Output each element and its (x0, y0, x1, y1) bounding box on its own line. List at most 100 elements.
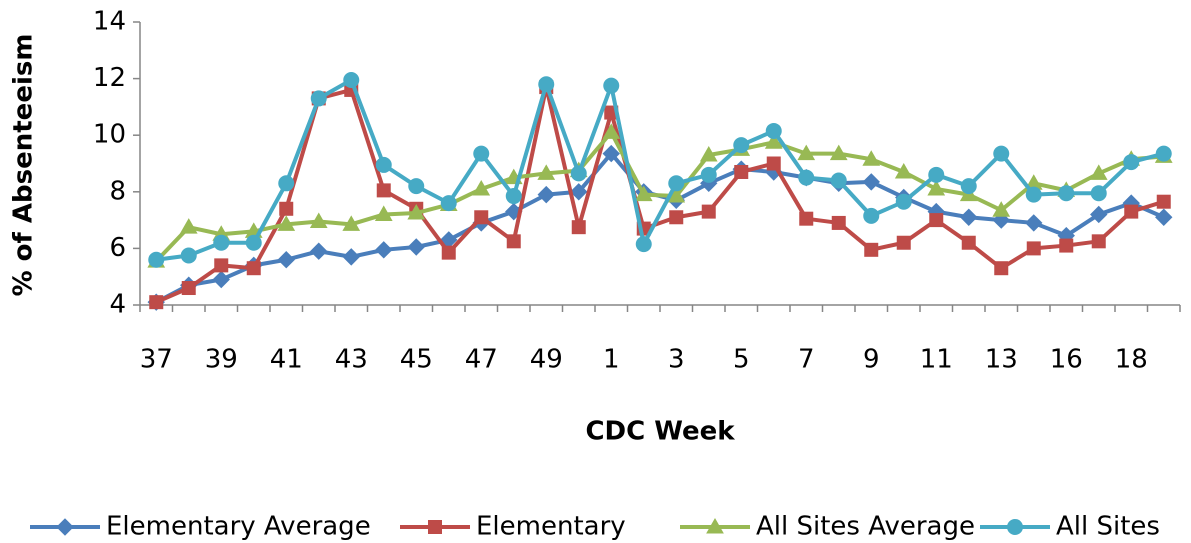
data-point (342, 215, 361, 231)
data-point (896, 235, 911, 250)
data-point (960, 208, 978, 226)
data-point (699, 146, 718, 162)
data-point (310, 242, 328, 260)
data-point (214, 258, 229, 273)
data-point (1156, 194, 1171, 209)
data-point (961, 235, 976, 250)
data-point (667, 187, 686, 203)
data-point (180, 247, 197, 264)
data-point (1091, 234, 1106, 249)
x-tick-label: 3 (668, 345, 685, 375)
legend-label: All Sites Average (756, 512, 975, 542)
series-line (155, 78, 1165, 262)
legend-entry: All Sites Average (680, 512, 975, 542)
data-point (602, 123, 621, 139)
marker (56, 518, 74, 536)
data-point (994, 261, 1009, 276)
legend-label: Elementary (476, 512, 626, 542)
data-point (149, 295, 164, 310)
data-point (506, 234, 521, 249)
data-point (799, 211, 814, 226)
data-point (472, 179, 491, 196)
x-tick-label: 47 (465, 345, 498, 375)
series (148, 72, 1172, 268)
data-point (668, 175, 685, 192)
data-point (538, 76, 555, 93)
marker (428, 520, 442, 534)
data-point (700, 166, 717, 183)
x-tick-label: 1 (603, 345, 620, 375)
data-point (863, 207, 880, 224)
data-point (764, 133, 783, 149)
x-tick-label: 49 (530, 345, 563, 375)
y-tick-label: 10 (93, 120, 126, 150)
data-point (278, 175, 295, 192)
data-point (862, 150, 881, 166)
data-point (831, 215, 846, 230)
y-tick-label: 4 (109, 290, 126, 320)
series (147, 144, 1173, 311)
data-point (375, 241, 393, 259)
data-point (181, 281, 196, 296)
data-point (602, 144, 620, 163)
data-point (570, 165, 587, 182)
data-point (929, 213, 944, 228)
x-tick-label: 45 (400, 345, 433, 375)
data-point (798, 169, 815, 186)
data-point (342, 248, 360, 266)
x-tick-label: 11 (920, 345, 953, 375)
data-point (277, 251, 295, 269)
data-point (343, 72, 360, 89)
data-point (927, 179, 946, 196)
y-tick-label: 8 (109, 176, 126, 206)
data-point (992, 201, 1011, 217)
data-point (246, 261, 261, 276)
data-point (1089, 164, 1108, 180)
data-point (1124, 204, 1139, 219)
legend-entry: All Sites (980, 512, 1160, 542)
data-point (440, 195, 457, 212)
x-axis-title: CDC Week (585, 417, 735, 447)
x-tick-label: 7 (798, 345, 815, 375)
data-point (179, 218, 198, 234)
data-point (374, 205, 393, 221)
data-point (895, 193, 912, 210)
x-tick-label: 39 (205, 345, 238, 375)
legend-label: Elementary Average (106, 512, 371, 542)
data-point (894, 162, 913, 179)
data-point (505, 188, 522, 205)
data-point (537, 185, 555, 204)
data-point (1155, 208, 1173, 226)
data-point (733, 137, 750, 154)
y-tick-label: 14 (93, 7, 126, 37)
legend-label: All Sites (1056, 512, 1160, 542)
data-point (277, 215, 296, 231)
data-point (1058, 185, 1075, 202)
data-point (279, 201, 294, 216)
data-point (960, 178, 977, 195)
data-point (407, 238, 425, 256)
data-point (1025, 186, 1042, 203)
data-point (375, 156, 392, 173)
data-point (571, 220, 586, 235)
marker (1007, 519, 1023, 535)
data-point (570, 183, 588, 201)
data-point (212, 270, 230, 289)
data-point (993, 145, 1010, 162)
y-tick-label: 6 (109, 233, 126, 263)
data-point (408, 178, 425, 195)
x-tick-label: 37 (140, 345, 173, 375)
data-point (734, 164, 749, 179)
data-point (1155, 145, 1172, 162)
data-point (376, 183, 391, 198)
data-point (1026, 241, 1041, 256)
marker (706, 517, 724, 534)
data-point (407, 204, 426, 220)
legend-entry: Elementary Average (30, 512, 371, 542)
data-point (441, 245, 456, 260)
data-point (1090, 205, 1108, 224)
data-point (537, 164, 556, 180)
y-axis-title: % of Absenteeism (9, 34, 39, 297)
data-point (1090, 185, 1107, 202)
